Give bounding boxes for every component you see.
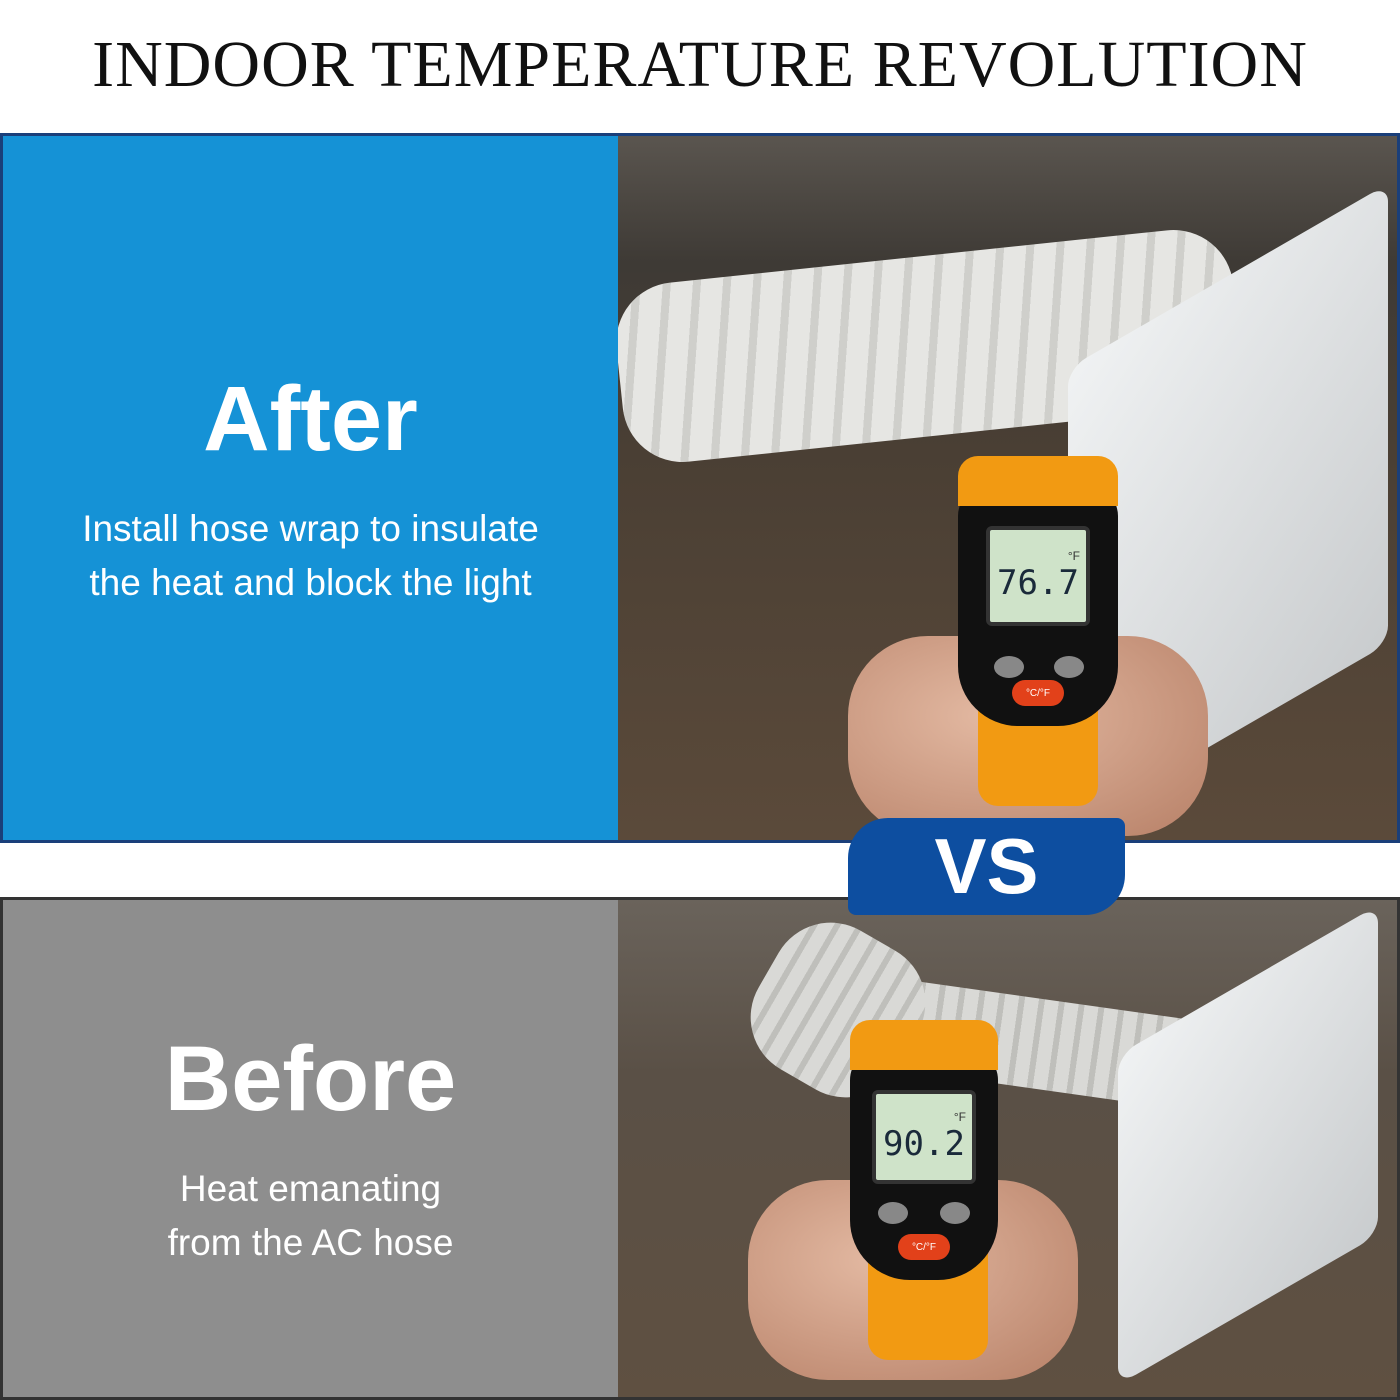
left-button [878,1202,908,1224]
after-photo: °F 76.7 °C/°F [618,136,1397,840]
thermometer-cap [850,1020,998,1070]
after-text-block: After Install hose wrap to insulate the … [3,136,618,840]
before-panel: Before Heat emanating from the AC hose °… [0,897,1400,1400]
cf-button: °C/°F [898,1234,950,1260]
before-line-1: Heat emanating [179,1168,442,1209]
thermometer-cap [958,456,1118,506]
after-line-1: Install hose wrap to insulate [82,507,539,549]
ac-unit [1118,904,1378,1386]
page-title: INDOOR TEMPERATURE REVOLUTION [92,28,1308,101]
right-button [940,1202,970,1224]
after-panel: After Install hose wrap to insulate the … [0,133,1400,843]
temperature-reading: 76.7 [997,563,1079,603]
temperature-display: °F 90.2 [872,1090,976,1184]
before-photo: °F 90.2 °C/°F [618,900,1397,1397]
before-line-2: from the AC hose [167,1222,454,1263]
before-text-block: Before Heat emanating from the AC hose [3,900,618,1397]
thermometer-after: °F 76.7 °C/°F [958,456,1118,726]
left-button [994,656,1024,678]
after-line-2: the heat and block the light [89,561,532,603]
unit-label: °F [1067,549,1080,563]
after-heading: After [203,367,418,470]
unit-label: °F [953,1110,966,1124]
right-button [1054,656,1084,678]
thermometer-before: °F 90.2 °C/°F [850,1020,998,1280]
vs-badge: VS [848,818,1125,915]
temperature-reading: 90.2 [883,1124,965,1164]
cf-button: °C/°F [1012,680,1064,706]
temperature-display: °F 76.7 [986,526,1090,626]
before-heading: Before [164,1028,457,1130]
